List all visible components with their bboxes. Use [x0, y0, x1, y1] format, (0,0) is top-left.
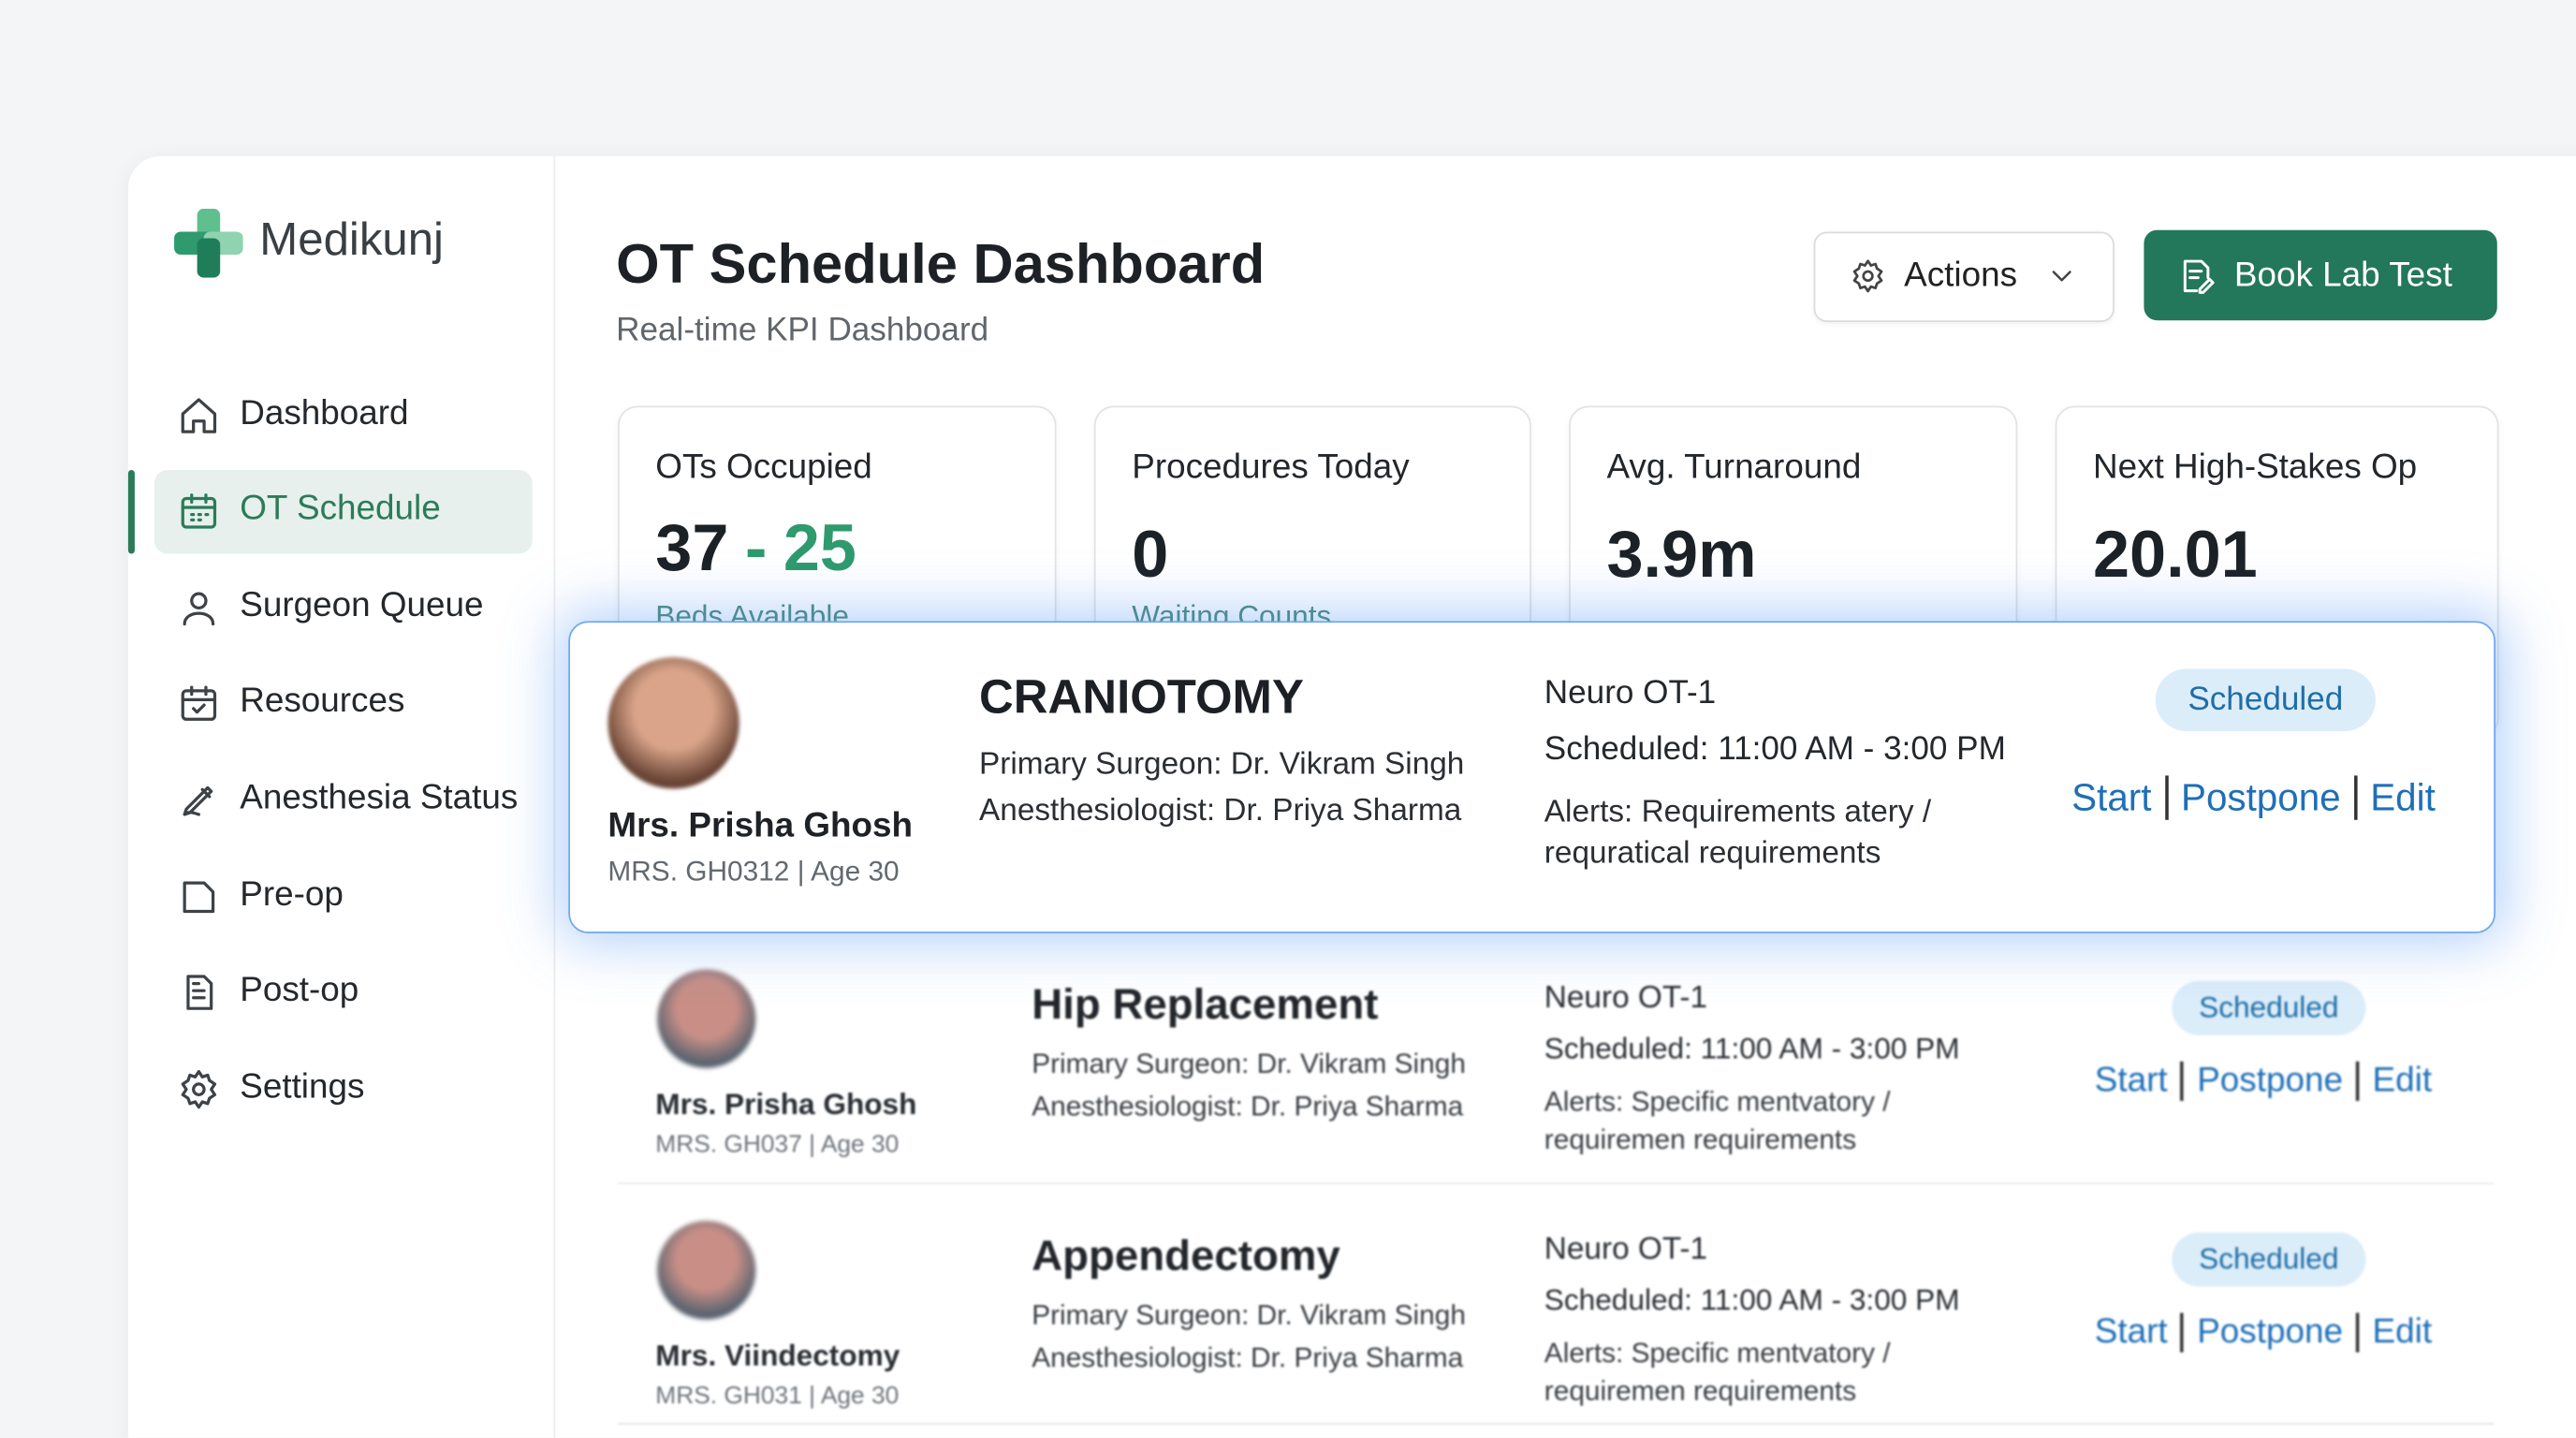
location: Neuro OT-1: [1544, 980, 1708, 1016]
kpi-separator: -: [744, 512, 768, 585]
patient-name: Mrs. Prisha Ghosh: [607, 806, 914, 845]
nav-item[interactable]: Surgeon Queue: [240, 586, 484, 624]
nav-icon: [178, 394, 221, 437]
patient-avatar: [607, 657, 739, 789]
patient-avatar: [657, 969, 756, 1068]
brand-name: Medikunj: [259, 213, 444, 265]
alerts: Alerts: Requirements atery / requratical…: [1544, 795, 1932, 872]
nav-icon: [178, 587, 221, 630]
patient-name: Mrs. Prisha Ghosh: [655, 1087, 917, 1121]
row-actions: Start Postpone Edit: [2094, 1061, 2432, 1101]
schedule-row: Mrs. Viindectomy MRS. GH031 | Age 30 Appen…: [617, 1184, 2495, 1425]
schedule-time: Scheduled: 11:00 AM - 3:00 PM: [1544, 731, 2006, 768]
chevron-icon: [2045, 259, 2078, 292]
nav-active-bar: [127, 469, 135, 554]
procedure: Hip Replacement: [1032, 979, 1379, 1029]
nav-icon: [178, 682, 221, 725]
surgeon: Primary Surgeon: Dr. Vikram Singh: [1032, 1299, 1466, 1331]
procedure: CRANIOTOMY: [979, 671, 1304, 725]
kpi-value: 0: [1132, 520, 1168, 594]
nav-item[interactable]: Pre-op: [240, 875, 344, 914]
surgeon: Primary Surgeon: Dr. Vikram Singh: [979, 747, 1465, 783]
anesthesiologist: Anesthesiologist: Dr. Priya Sharma: [979, 793, 1462, 829]
kpi-value-main: 20.01: [2092, 519, 2258, 592]
status-pill: Scheduled: [2172, 1232, 2366, 1287]
action-link[interactable]: Edit: [2356, 1061, 2432, 1101]
location: Neuro OT-1: [1544, 1232, 1708, 1268]
gear-icon: [1850, 258, 1886, 295]
action-link[interactable]: Edit: [2353, 775, 2436, 820]
status-pill: Scheduled: [2172, 980, 2366, 1035]
nav-active-bg: [154, 469, 533, 554]
kpi-label: Next High-Stakes Op: [2092, 448, 2418, 487]
kpi-label: OTs Occupied: [655, 448, 872, 487]
patient-id: MRS. GH0312 | Age 30: [607, 856, 900, 888]
action-link[interactable]: Edit: [2356, 1313, 2432, 1353]
page-subtitle: Real-time KPI Dashboard: [616, 312, 989, 349]
kpi-value-secondary: 25: [783, 512, 856, 585]
anesthesiologist: Anesthesiologist: Dr. Priya Sharma: [1032, 1342, 1464, 1374]
kpi-label: Avg. Turnaround: [1606, 448, 1862, 487]
nav-icon: [178, 875, 221, 918]
location: Neuro OT-1: [1544, 675, 1717, 712]
kpi-value: 20.01: [2093, 520, 2258, 594]
nav-item[interactable]: OT Schedule: [240, 490, 441, 528]
alerts: Alerts: Specific mentvatory / requiremen…: [1544, 1086, 1891, 1155]
action-link[interactable]: Postpone: [2180, 1061, 2343, 1101]
nav-item[interactable]: Dashboard: [240, 394, 409, 433]
schedule-time: Scheduled: 11:00 AM - 3:00 PM: [1544, 1283, 1960, 1316]
nav-icon: [178, 971, 221, 1014]
kpi-value: 3.9m: [1606, 520, 1756, 594]
kpi-value-main: 0: [1132, 519, 1169, 592]
nav-icon: [178, 1068, 221, 1111]
status-pill: Scheduled: [2155, 668, 2376, 732]
alerts: Alerts: Specific mentvatory / requiremen…: [1544, 1337, 1891, 1407]
action-link[interactable]: Start: [2094, 1061, 2168, 1100]
highlighted-schedule-card: Mrs. Prisha Ghosh MRS. GH0312 | Age 30 CRA…: [568, 621, 2496, 933]
nav-icon: [178, 490, 221, 533]
action-link[interactable]: Postpone: [2164, 775, 2341, 820]
kpi-value-main: 37: [655, 512, 729, 585]
action-link[interactable]: Start: [2071, 775, 2152, 819]
patient-id: MRS. GH037 | Age 30: [655, 1130, 900, 1159]
actions-button[interactable]: Actions: [1813, 231, 2115, 322]
schedule-time: Scheduled: 11:00 AM - 3:00 PM: [1544, 1032, 1960, 1065]
nav-item[interactable]: Resources: [240, 682, 405, 720]
anesthesiologist: Anesthesiologist: Dr. Priya Sharma: [1032, 1091, 1464, 1123]
kpi-label: Procedures Today: [1132, 448, 1410, 487]
procedure: Appendectomy: [1032, 1230, 1340, 1281]
action-link[interactable]: Start: [2094, 1313, 2168, 1351]
schedule-row: Mrs. Prisha Ghosh MRS. GH037 | Age 30 Hip …: [617, 932, 2495, 1185]
patient-name: Mrs. Viindectomy: [655, 1339, 900, 1372]
page-title: OT Schedule Dashboard: [616, 233, 1266, 296]
book-lab-label: Book Lab Test: [2233, 256, 2452, 295]
note-icon: [2177, 257, 2217, 296]
nav-item[interactable]: Settings: [240, 1067, 365, 1107]
kpi-value-main: 3.9m: [1606, 519, 1757, 592]
book-lab-button[interactable]: Book Lab Test: [2144, 229, 2497, 321]
patient-avatar: [657, 1221, 756, 1320]
nav-item[interactable]: Anesthesia Status: [240, 778, 519, 817]
logo-icon: [174, 208, 243, 278]
surgeon: Primary Surgeon: Dr. Vikram Singh: [1032, 1048, 1466, 1080]
row-actions: Start Postpone Edit: [2071, 775, 2436, 820]
sidebar: [128, 155, 556, 1438]
kpi-value: 37-25: [655, 513, 856, 587]
nav-item[interactable]: Post-op: [240, 971, 359, 1009]
action-link[interactable]: Postpone: [2180, 1313, 2343, 1353]
actions-label: Actions: [1904, 256, 2018, 295]
patient-id: MRS. GH031 | Age 30: [655, 1382, 900, 1410]
nav-icon: [178, 779, 221, 822]
row-actions: Start Postpone Edit: [2094, 1313, 2432, 1353]
